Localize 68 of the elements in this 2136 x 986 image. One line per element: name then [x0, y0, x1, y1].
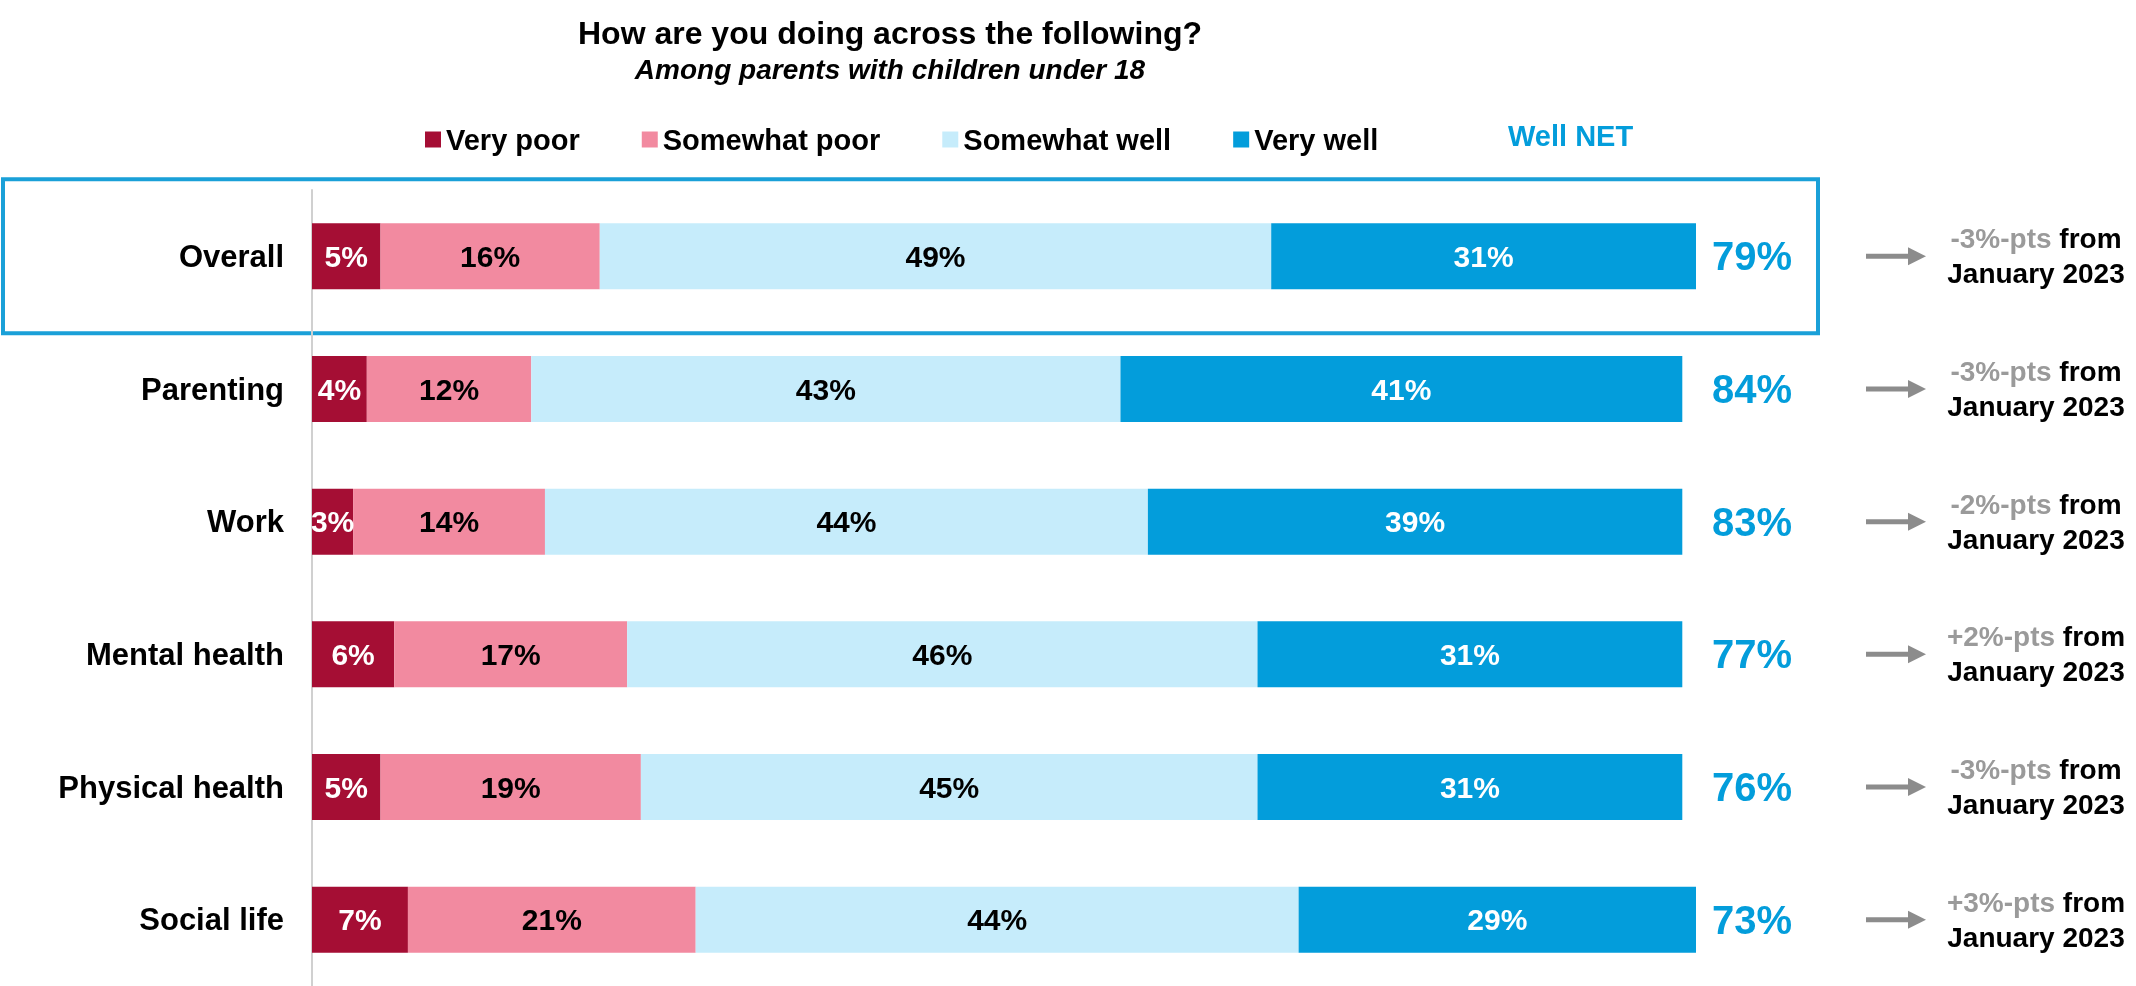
legend-label: Somewhat well: [963, 123, 1172, 156]
data-label: 29%: [1467, 903, 1528, 937]
y-tick-label: Social life: [139, 902, 284, 938]
data-label: 39%: [1385, 505, 1446, 539]
data-label: 44%: [967, 903, 1028, 937]
text: +2%-pts from January 2023: [1946, 621, 2126, 688]
bar: [407, 886, 696, 953]
text: 73%: [1712, 897, 1793, 942]
text: -3%-pts from January 2023: [1947, 356, 2125, 422]
data-label: 43%: [795, 372, 856, 406]
data-label: 19%: [480, 770, 541, 804]
data-label: 44%: [816, 505, 877, 539]
data-label: 17%: [480, 637, 541, 671]
data-label: 31%: [1439, 770, 1500, 804]
bar: [640, 754, 1258, 820]
bar: [599, 223, 1272, 290]
text: -2%-pts from January 2023: [1947, 488, 2125, 555]
y-tick-label: Mental health: [85, 636, 284, 672]
text: 77%: [1712, 632, 1793, 677]
bar: [1147, 488, 1683, 555]
text: +3%-pts from January 2023: [1946, 886, 2126, 953]
data-label: 31%: [1439, 637, 1500, 671]
legend-title: Well NET: [1508, 119, 1634, 152]
y-tick-label: Physical health: [58, 769, 284, 805]
y-tick-label: Work: [207, 504, 285, 540]
data-label: 31%: [1453, 239, 1514, 273]
chart-title: How are you doing across the following?: [577, 15, 1203, 51]
data-label: 7%: [338, 903, 382, 937]
data-label: 5%: [324, 239, 368, 273]
legend-label: Very well: [1254, 123, 1379, 156]
data-label: 4%: [317, 372, 362, 406]
bar: [366, 356, 532, 422]
text: 79%: [1712, 234, 1793, 279]
bar: [312, 621, 395, 688]
text: 76%: [1712, 765, 1793, 809]
data-label: 45%: [919, 770, 980, 804]
data-label: 49%: [905, 239, 966, 273]
data-label: 46%: [912, 637, 973, 671]
bar: [380, 223, 600, 290]
data-label: 12%: [419, 372, 480, 406]
bar: [531, 356, 1121, 422]
data-label: 21%: [521, 903, 582, 937]
bar: [353, 488, 545, 555]
legend-label: Somewhat poor: [662, 123, 881, 156]
bar: [1271, 223, 1696, 290]
text: 84%: [1712, 367, 1793, 411]
data-label: 6%: [331, 637, 375, 671]
data-label: 5%: [324, 770, 368, 804]
bar: [312, 886, 408, 953]
y-tick-label: Parenting: [141, 371, 284, 407]
y-tick-label: Overall: [178, 238, 284, 274]
bar: [1120, 356, 1683, 422]
data-label: 14%: [419, 505, 480, 539]
bar: [1257, 621, 1683, 688]
data-label: 16%: [460, 239, 521, 273]
text: -3%-pts from January 2023: [1947, 754, 2125, 820]
data-label: 41%: [1371, 372, 1432, 406]
chart-subtitle: Among parents with children under 18: [633, 53, 1146, 85]
bar: [544, 488, 1148, 555]
bar: [695, 886, 1299, 953]
text: -3%-pts from January 2023: [1947, 223, 2125, 290]
bar: [394, 621, 628, 688]
bar: [1257, 754, 1683, 820]
bar: [627, 621, 1258, 688]
text: 83%: [1712, 499, 1793, 544]
bar: [380, 754, 641, 820]
legend-label: Very poor: [446, 123, 580, 156]
bar: [1298, 886, 1696, 953]
